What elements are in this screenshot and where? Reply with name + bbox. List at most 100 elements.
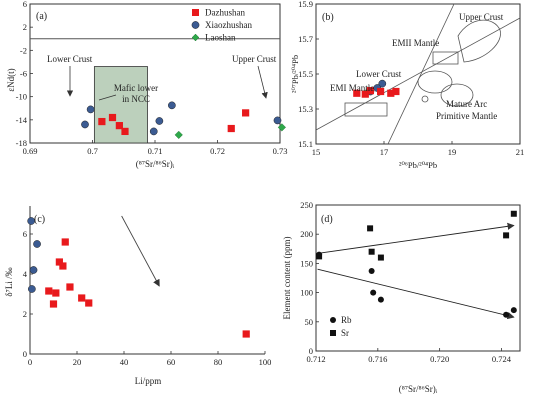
point-rb: [503, 311, 510, 318]
point-dazhushan: [61, 238, 69, 246]
panel-d-points: [316, 210, 517, 318]
panel-b: (b) 15 17 19 21 15.9 15.7 15.5 15.3 15.1 Upper C…: [290, 0, 524, 170]
panel-a-legend: Dazhushan Xiaozhushan Laoshan: [191, 8, 252, 43]
point-dazhushan: [78, 294, 86, 302]
point-xiaozhushan: [27, 217, 36, 225]
panel-d-ytick-label: 250: [300, 200, 313, 210]
point-laoshan: [277, 123, 286, 132]
point-dazhushan: [55, 258, 63, 266]
panel-a-ytick-label: -10: [16, 92, 27, 102]
point-dazhushan: [121, 127, 129, 136]
panel-c-xtick-label: 60: [167, 357, 176, 367]
point-xiaozhushan: [168, 101, 176, 110]
point-xiaozhushan: [155, 117, 164, 125]
point-dazhushan: [59, 262, 67, 270]
primitive-mantle-label: Primitive Mantle: [436, 111, 497, 121]
panel-d-xtick-label: 0.712: [306, 354, 325, 364]
point-laoshan: [174, 130, 183, 139]
upper-crust-label-b: Upper Crust: [459, 12, 504, 22]
point-dazhushan: [392, 87, 400, 96]
point-dazhushan: [115, 122, 123, 130]
panel-a-ytick-label: -14: [16, 115, 28, 125]
panel-c-xtick-label: 80: [214, 357, 223, 367]
point-xiaozhushan: [28, 285, 36, 293]
panel-d-ytick-label: 0: [309, 346, 313, 356]
panel-b-ytick-label: 15.7: [298, 34, 313, 44]
panel-c-ytick-label: 2: [23, 309, 27, 319]
legend-dazhushan-marker: [192, 9, 199, 16]
panel-c-axes: [29, 206, 265, 355]
legend-sr: Sr: [341, 328, 349, 338]
panel-d-ytick-label: 150: [300, 258, 313, 268]
nhrl-line: [315, 17, 521, 131]
panel-a-xtick-label: 0.73: [273, 146, 288, 156]
point-dazhushan: [242, 330, 250, 338]
emi-field: [344, 102, 388, 117]
point-rb: [510, 307, 517, 314]
trend-arrow-0: [317, 222, 515, 254]
upper-crust-field: [457, 19, 501, 63]
trend-arrow-1: [317, 268, 515, 320]
panel-c-ytick-label: 0: [23, 349, 27, 359]
panel-c-xtick-label: 100: [259, 357, 272, 367]
panel-c-xlabel: Li/ppm: [135, 376, 162, 386]
mafic-lower-rect: [93, 66, 148, 144]
point-dazhushan: [227, 124, 235, 133]
panel-d-ytick-label: 200: [300, 229, 313, 239]
panel-a-xtick-label: 0.71: [148, 146, 163, 156]
panel-b-ytick-label: 15.3: [298, 104, 313, 114]
point-xiaozhushan: [378, 79, 387, 88]
panel-b-xtick-label: 21: [516, 147, 525, 157]
panel-d-ylabel: Element content (ppm): [282, 237, 292, 320]
panel-c-xtick-label: 40: [120, 357, 129, 367]
panel-b-label: (b): [322, 12, 334, 23]
panel-b-points: [353, 79, 400, 98]
point-dazhushan: [66, 283, 74, 291]
panel-b-xtick-label: 17: [380, 147, 389, 157]
point-dazhushan: [45, 287, 53, 295]
primitive-mantle-point: [421, 95, 429, 103]
panel-a-xlabel: (⁸⁷Sr/⁸⁶Sr)ᵢ: [136, 159, 175, 169]
point-sr: [510, 210, 517, 217]
upper-crust-label: Upper Crust: [232, 54, 277, 64]
point-xiaozhushan: [33, 240, 41, 248]
panel-d-legend: Rb Sr: [330, 315, 352, 338]
point-sr: [316, 253, 323, 260]
upper-crust-arrow: [257, 65, 268, 99]
point-dazhushan: [49, 300, 58, 308]
panel-b-xlabel: ²⁰⁶Pb/²⁰⁴Pb: [399, 160, 437, 170]
lower-crust-field: [417, 70, 453, 94]
panel-b-xtick-label: 15: [312, 147, 321, 157]
panel-a-ticks: 0.69 0.7 0.71 0.72 0.73 6 2 -2 -6 -10 -14 -18: [16, 0, 288, 156]
panel-c-ticks: 0 20 40 60 80 100 0 2 4 6: [23, 229, 272, 367]
panel-a-label: (a): [36, 11, 47, 22]
panel-b-xtick-label: 19: [448, 147, 457, 157]
panel-c-ytick-label: 4: [23, 269, 28, 279]
panel-d-xtick-label: 0.724: [492, 354, 512, 364]
legend-laoshan: Laoshan: [205, 33, 236, 43]
geochron-line: [387, 3, 455, 145]
legend-dazhushan: Dazhushan: [205, 8, 245, 18]
mature-arc-field: [440, 83, 474, 107]
point-dazhushan: [52, 289, 60, 297]
mafic-lower-box: [93, 66, 148, 144]
panel-c-xtick-label: 0: [28, 357, 32, 367]
legend-xiaozhushan: Xiaozhushan: [205, 20, 252, 30]
panel-c-label: (c): [34, 214, 45, 225]
panel-b-ytick-label: 15.5: [298, 69, 313, 79]
point-rb: [368, 267, 375, 274]
mature-arc-label: Mature Arc: [446, 99, 487, 109]
panel-a-ytick-label: -6: [20, 69, 27, 79]
point-sr: [367, 225, 374, 232]
panel-a-xtick-label: 0.72: [210, 146, 225, 156]
point-rb: [377, 296, 384, 303]
reservoir-fields: [315, 3, 521, 145]
point-xiaozhushan: [81, 120, 89, 129]
panel-a-ytick-label: -2: [20, 45, 27, 55]
panel-d-ytick-label: 50: [305, 317, 314, 327]
legend-xiaozhushan-marker: [191, 21, 200, 29]
point-xiaozhushan: [86, 105, 95, 114]
panel-c-xtick-label: 20: [73, 357, 82, 367]
panel-a: (a) 0.69 0.7 0.71 0.72 0.73 6 2 -2 -6 -10 -14 -18 L…: [6, 0, 287, 169]
legend-rb-marker: [330, 317, 336, 323]
